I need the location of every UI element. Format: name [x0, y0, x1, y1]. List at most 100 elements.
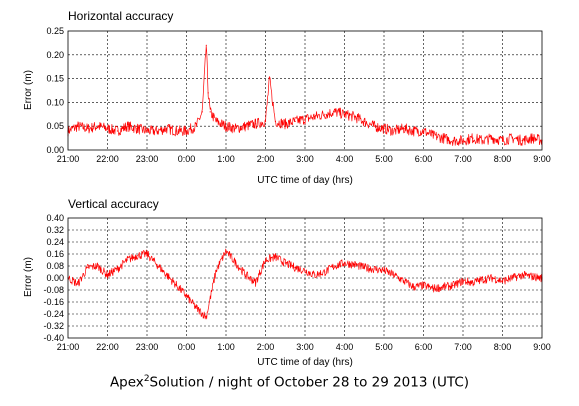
data-point	[215, 120, 217, 122]
data-point	[176, 284, 178, 287]
x-tick-label: 4:00	[336, 154, 354, 164]
horizontal-accuracy-panel: Horizontal accuracy Error (m) UTC time o…	[23, 9, 551, 186]
figure-caption: Apex2Solution / night of October 28 to 2…	[0, 374, 579, 391]
data-point	[393, 130, 395, 132]
data-point	[343, 262, 346, 264]
data-point	[442, 137, 444, 139]
data-point	[334, 111, 336, 113]
data-point	[209, 111, 211, 113]
data-point	[422, 284, 425, 287]
data-point	[245, 274, 247, 276]
data-point	[264, 120, 267, 122]
data-point	[304, 269, 306, 272]
data-point	[97, 265, 99, 267]
series-group	[67, 248, 543, 320]
data-point	[176, 130, 178, 132]
data-point	[166, 274, 168, 276]
data-point	[442, 286, 444, 288]
x-tick-label: 5:00	[375, 154, 393, 164]
y-tick-label: 0.25	[46, 26, 64, 36]
data-point	[255, 123, 257, 125]
data-point	[255, 281, 257, 284]
x-tick-label: 23:00	[136, 342, 159, 352]
data-point	[432, 287, 434, 290]
y-tick-label: -0.08	[43, 285, 64, 295]
data-point	[432, 135, 434, 137]
data-point	[116, 130, 118, 132]
x-tick-label: 7:00	[454, 342, 472, 352]
caption-prefix: Apex	[109, 374, 144, 391]
data-point	[492, 277, 494, 279]
data-point	[106, 128, 109, 130]
data-point	[531, 275, 533, 278]
data-point	[403, 128, 405, 130]
data-point	[511, 277, 513, 279]
data-point	[185, 295, 188, 297]
data-point	[205, 44, 207, 46]
data-point	[324, 271, 326, 273]
data-point	[146, 130, 148, 132]
data-point	[284, 123, 286, 125]
data-point	[501, 139, 504, 142]
data-point	[363, 266, 365, 269]
x-tick-label: 9:00	[533, 342, 551, 352]
chart-title: Vertical accuracy	[68, 197, 159, 211]
data-point	[136, 128, 138, 130]
data-point	[324, 113, 326, 115]
data-point	[185, 130, 188, 132]
y-tick-label: 0.00	[46, 273, 64, 283]
x-tick-label: 8:00	[494, 342, 512, 352]
data-point	[205, 316, 207, 318]
data-point	[97, 125, 99, 127]
data-point	[274, 120, 276, 122]
y-tick-label: 0.08	[46, 261, 64, 271]
y-axis-label: Error (m)	[23, 257, 34, 297]
data-point	[268, 78, 271, 80]
data-point	[294, 266, 296, 269]
data-point	[353, 263, 355, 266]
x-axis-label: UTC time of day (hrs)	[257, 357, 353, 368]
x-tick-label: 0:00	[178, 342, 196, 352]
data-point	[393, 274, 395, 276]
data-point	[294, 120, 296, 122]
vertical-accuracy-panel: Vertical accuracy Error (m) UTC time of …	[23, 197, 551, 368]
data-point	[403, 280, 405, 282]
y-tick-label: 0.24	[46, 237, 64, 247]
data-point	[314, 274, 316, 276]
x-tick-label: 6:00	[415, 342, 433, 352]
data-point	[363, 120, 365, 122]
x-tick-label: 8:00	[494, 154, 512, 164]
data-point	[156, 263, 158, 266]
x-tick-label: 2:00	[257, 154, 275, 164]
data-point	[274, 256, 276, 258]
tick-labels: 21:00 22:00 23:00 0:00 1:00 2:00 3:00 4:00 5:00 6…	[46, 26, 550, 164]
data-point	[284, 262, 286, 264]
y-tick-label: -0.40	[43, 333, 64, 343]
data-point	[482, 278, 484, 281]
tick-labels: 21:00 22:00 23:00 0:00 1:00 2:00 3:00 4:00 5:00 6…	[43, 213, 550, 352]
data-point	[126, 259, 128, 261]
x-tick-label: 2:00	[257, 342, 275, 352]
x-tick-label: 6:00	[415, 154, 433, 164]
data-point	[264, 259, 267, 261]
data-point	[235, 262, 237, 264]
x-tick-label: 1:00	[217, 342, 235, 352]
data-point	[531, 137, 533, 139]
data-point	[195, 307, 197, 309]
data-point	[472, 281, 474, 284]
data-point	[462, 139, 464, 142]
data-point	[136, 254, 138, 257]
y-tick-label: 0.20	[46, 50, 64, 60]
caption-superscript: 2	[143, 374, 150, 384]
plot-frame	[67, 30, 543, 151]
data-point	[373, 268, 375, 270]
chart-title: Horizontal accuracy	[68, 9, 173, 23]
data-point	[156, 130, 158, 132]
x-tick-label: 3:00	[296, 342, 314, 352]
data-point	[77, 283, 79, 285]
data-point	[87, 128, 89, 130]
data-point	[343, 113, 346, 115]
x-tick-label: 22:00	[96, 154, 119, 164]
data-point	[353, 116, 355, 118]
